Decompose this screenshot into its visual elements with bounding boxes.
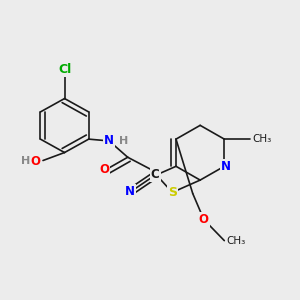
Text: N: N bbox=[221, 160, 231, 173]
Text: O: O bbox=[31, 155, 40, 168]
Text: H: H bbox=[118, 136, 128, 146]
Text: Cl: Cl bbox=[58, 63, 71, 76]
Text: C: C bbox=[151, 168, 160, 181]
Text: S: S bbox=[168, 186, 177, 199]
Text: N: N bbox=[104, 134, 114, 147]
Text: CH₃: CH₃ bbox=[226, 236, 245, 246]
Text: CH₃: CH₃ bbox=[252, 134, 272, 144]
Text: O: O bbox=[99, 164, 109, 176]
Text: N: N bbox=[125, 185, 135, 198]
Text: H: H bbox=[21, 156, 31, 166]
Text: O: O bbox=[199, 213, 209, 226]
